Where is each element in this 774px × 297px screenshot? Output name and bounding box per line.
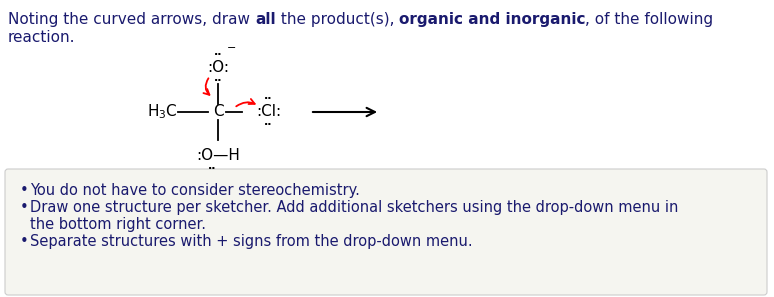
Text: Separate structures with + signs from the drop-down menu.: Separate structures with + signs from th… [30,234,473,249]
Text: −: − [228,43,237,53]
Text: , of the following: , of the following [585,12,714,27]
Text: the product(s),: the product(s), [276,12,399,27]
Text: Draw one structure per sketcher. Add additional sketchers using the drop-down me: Draw one structure per sketcher. Add add… [30,200,678,215]
Text: H$_3$C: H$_3$C [147,103,178,121]
Text: :O:: :O: [207,61,229,75]
FancyBboxPatch shape [5,169,767,295]
Text: •: • [20,234,29,249]
Text: reaction.: reaction. [8,30,76,45]
Text: ··: ·· [264,120,272,130]
Text: :Cl:: :Cl: [256,105,281,119]
Text: ··: ·· [207,164,216,174]
Text: •: • [20,200,29,215]
Text: all: all [255,12,276,27]
Text: •: • [20,183,29,198]
Text: ··: ·· [214,76,222,86]
Text: ··: ·· [264,94,272,104]
Text: organic and inorganic: organic and inorganic [399,12,585,27]
Text: the bottom right corner.: the bottom right corner. [30,217,206,232]
Text: ··: ·· [214,50,222,60]
Text: C: C [213,105,224,119]
Text: :O—H: :O—H [196,148,240,164]
Text: Noting the curved arrows, draw: Noting the curved arrows, draw [8,12,255,27]
Text: You do not have to consider stereochemistry.: You do not have to consider stereochemis… [30,183,360,198]
